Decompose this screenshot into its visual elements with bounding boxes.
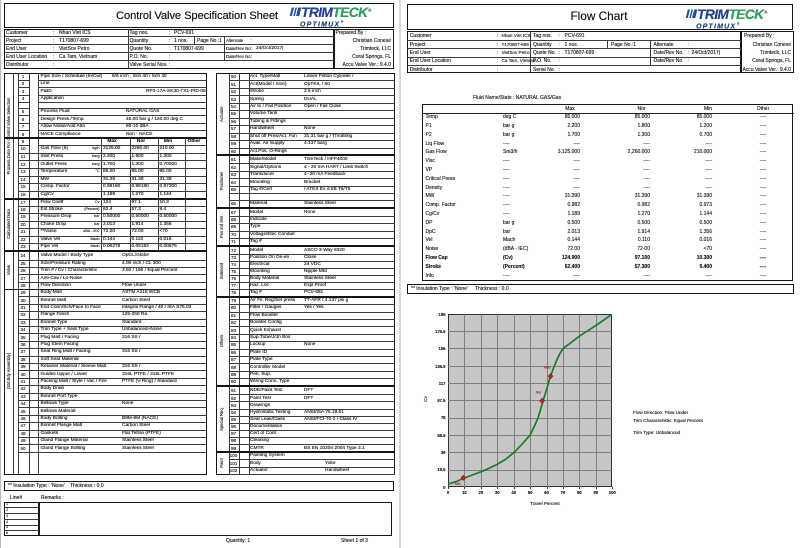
svg-text:®: ® — [764, 9, 768, 15]
svg-text:TRIMTECK: TRIMTECK — [697, 7, 765, 22]
svg-text:®: ® — [737, 22, 740, 26]
svg-text:Max: Max — [544, 366, 551, 370]
svg-text:OPTIMUX: OPTIMUX — [300, 21, 340, 28]
svg-text:Nor: Nor — [536, 390, 543, 394]
svg-text:Min: Min — [455, 482, 461, 486]
svg-text:TRIMTECK: TRIMTECK — [301, 5, 369, 20]
svg-text:®: ® — [368, 7, 372, 13]
svg-text:OPTIMUX: OPTIMUX — [696, 23, 736, 30]
svg-text:®: ® — [341, 20, 344, 24]
